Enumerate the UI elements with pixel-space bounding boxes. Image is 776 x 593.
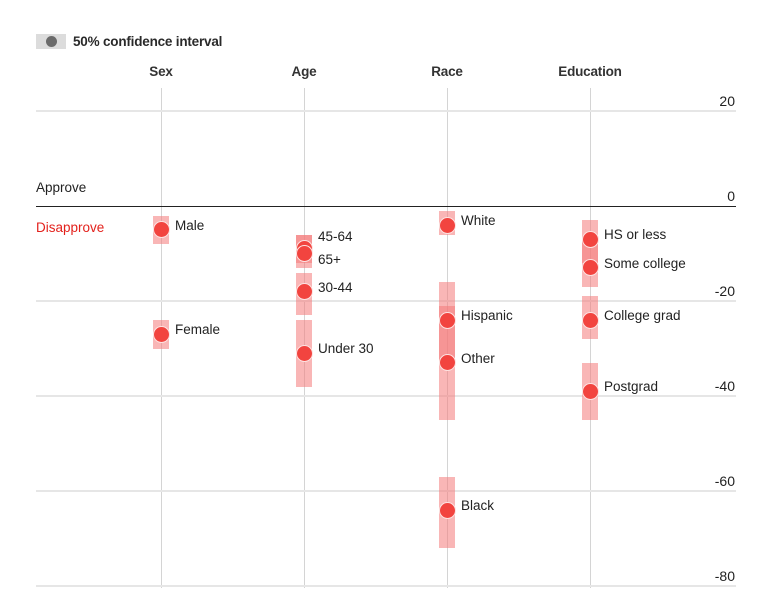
y-tick-label: -80: [714, 568, 735, 584]
data-point-label: Under 30: [318, 341, 374, 357]
y-tick-label: -20: [714, 283, 735, 299]
category-header-age: Age: [291, 64, 317, 79]
y-tick-label: -40: [714, 378, 735, 394]
data-point-label: Male: [175, 217, 205, 233]
gridline: [36, 490, 736, 492]
gridline: [36, 110, 736, 112]
data-point-dot: [438, 216, 456, 234]
data-point-label: 65+: [318, 251, 341, 267]
data-point-label: Some college: [604, 255, 686, 271]
data-point-dot: [438, 354, 456, 372]
data-point-label: 45-64: [318, 228, 353, 244]
approve-label: Approve: [36, 180, 87, 195]
data-point-label: Female: [175, 322, 221, 338]
gridline: [36, 585, 736, 587]
data-point-label: White: [461, 213, 496, 228]
data-point-label: HS or less: [604, 227, 667, 243]
data-point-label: Other: [461, 350, 495, 366]
y-tick-label: 0: [727, 188, 735, 204]
y-tick-label: -60: [714, 473, 735, 489]
data-point-dot: [152, 325, 170, 343]
data-point-dot: [581, 382, 599, 400]
data-point-dot: [581, 230, 599, 248]
data-point-label: 30-44: [318, 279, 353, 295]
data-point-dot: [152, 221, 170, 239]
data-point-dot: [295, 283, 313, 300]
data-point-dot: [295, 344, 313, 362]
data-point-label: Postgrad: [604, 379, 659, 395]
data-point-label: Hispanic: [461, 308, 513, 323]
legend: 50% confidence interval: [36, 33, 222, 49]
data-point-dot: [295, 245, 313, 262]
data-point-dot: [581, 259, 599, 277]
zero-baseline: [36, 205, 736, 207]
legend-label: 50% confidence interval: [73, 33, 223, 49]
data-point-dot: [438, 311, 456, 329]
category-header-sex: Sex: [149, 64, 173, 79]
gridline: [36, 395, 736, 397]
category-header-education: Education: [558, 64, 622, 79]
y-tick-label: 20: [719, 93, 735, 109]
disapprove-label: Disapprove: [36, 220, 105, 235]
legend-ci-swatch: [36, 33, 66, 49]
gridline: [36, 300, 736, 302]
data-point-dot: [581, 311, 599, 329]
data-point-dot: [438, 501, 456, 519]
category-header-race: Race: [431, 64, 463, 79]
data-point-label: Black: [461, 498, 495, 513]
data-point-label: College grad: [604, 308, 681, 323]
legend-dot-icon: [46, 35, 57, 47]
